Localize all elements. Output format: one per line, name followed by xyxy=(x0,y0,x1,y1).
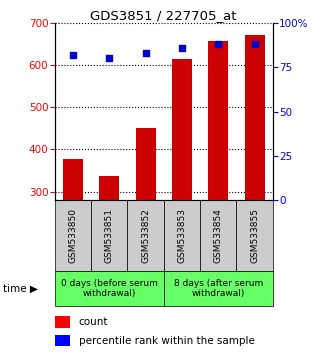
Bar xyxy=(164,271,273,306)
Point xyxy=(252,41,257,47)
Bar xyxy=(55,271,164,306)
Text: time ▶: time ▶ xyxy=(3,284,38,293)
Bar xyxy=(200,200,237,271)
Text: GSM533852: GSM533852 xyxy=(141,208,150,263)
Bar xyxy=(55,335,70,346)
Bar xyxy=(245,35,265,200)
Bar xyxy=(135,128,156,200)
Bar xyxy=(63,159,83,200)
Bar xyxy=(99,176,119,200)
Title: GDS3851 / 227705_at: GDS3851 / 227705_at xyxy=(91,9,237,22)
Bar xyxy=(91,200,127,271)
Bar xyxy=(55,316,70,328)
Text: 8 days (after serum
withdrawal): 8 days (after serum withdrawal) xyxy=(174,279,263,298)
Bar xyxy=(55,200,91,271)
Bar xyxy=(164,200,200,271)
Bar xyxy=(172,59,192,200)
Bar xyxy=(208,41,228,200)
Point xyxy=(70,52,75,58)
Text: 0 days (before serum
withdrawal): 0 days (before serum withdrawal) xyxy=(61,279,158,298)
Point xyxy=(179,45,185,51)
Text: GSM533850: GSM533850 xyxy=(68,208,77,263)
Bar xyxy=(237,200,273,271)
Text: GSM533851: GSM533851 xyxy=(105,208,114,263)
Text: count: count xyxy=(79,317,108,327)
Text: GSM533854: GSM533854 xyxy=(214,208,223,263)
Text: GSM533855: GSM533855 xyxy=(250,208,259,263)
Text: percentile rank within the sample: percentile rank within the sample xyxy=(79,336,255,346)
Point xyxy=(107,56,112,61)
Point xyxy=(216,41,221,47)
Bar xyxy=(127,200,164,271)
Text: GSM533853: GSM533853 xyxy=(178,208,187,263)
Point xyxy=(143,50,148,56)
